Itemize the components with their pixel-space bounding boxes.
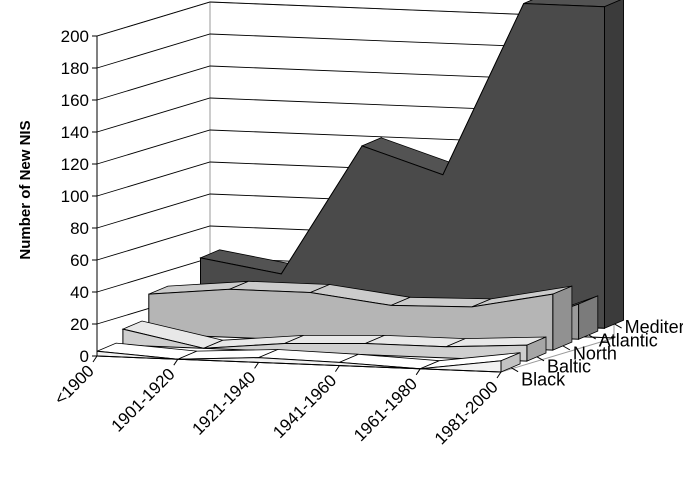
y-tick-label: 180 (61, 59, 89, 78)
y-tick-label: 100 (61, 187, 89, 206)
y-tick-label: 160 (61, 91, 89, 110)
series-front-face (148, 288, 554, 351)
x-tick-label: 1961-1980 (350, 374, 421, 445)
series-tick-mark (562, 345, 571, 351)
series-tick-mark (614, 323, 622, 329)
series-label-mediterranean: Mediterranean (625, 317, 683, 337)
series-end-cap (578, 295, 599, 340)
x-axis: <1900 1901-1920 1921-1940 1941-1960 1961-198… (51, 355, 502, 448)
x-tick-mark (334, 365, 340, 372)
series-label-north: North (573, 343, 617, 363)
y-axis-title: Number of New NIS (17, 120, 34, 259)
x-tick-label: 1981-2000 (431, 377, 502, 448)
series-labels: BlackBalticNorthAtlanticMediterranean (510, 317, 683, 390)
series-label-baltic: Baltic (547, 357, 591, 377)
x-tick-mark (496, 371, 502, 379)
series-front-face (200, 2, 605, 329)
y-tick-label: 80 (70, 219, 89, 238)
gridline (96, 1, 615, 37)
series-ribbons (96, 0, 624, 373)
series-front-face (96, 350, 502, 373)
x-tick-label: 1921-1940 (188, 368, 259, 439)
series-label-atlantic: Atlantic (599, 330, 658, 350)
x-axis-line (96, 355, 502, 373)
series-ribbon-mediterranean (199, 0, 624, 329)
x-tick-mark (254, 362, 260, 369)
x-tick-mark (92, 355, 98, 363)
gridline (96, 65, 615, 101)
y-tick-label: 40 (70, 283, 89, 302)
x-tick-mark (173, 358, 179, 366)
series-end-cap (552, 285, 573, 351)
y-tick-label: 60 (70, 251, 89, 270)
series-label-black: Black (521, 370, 566, 390)
series-tick-mark (510, 367, 519, 373)
series-tick-mark (536, 356, 545, 362)
x-tick-label: 1901-1920 (108, 365, 179, 436)
y-tick-label: 120 (61, 155, 89, 174)
series-end-cap (604, 0, 624, 329)
y-tick-label: 0 (80, 347, 89, 366)
y-tick-label: 200 (61, 27, 89, 46)
y-axis: 0 20 40 60 80 100 120 140 160 180 200 (61, 27, 98, 366)
y-tick-label: 140 (61, 123, 89, 142)
x-tick-label: 1941-1960 (269, 371, 340, 442)
series-ribbon-baltic (121, 320, 547, 362)
series-ribbon-black (96, 342, 521, 373)
series-ribbon-north (148, 280, 573, 351)
series-front-face (122, 328, 528, 362)
series-tick-mark (588, 334, 596, 340)
x-tick-label: <1900 (51, 361, 98, 408)
x-tick-mark (415, 368, 421, 376)
y-tick-label: 20 (70, 315, 89, 334)
gridline (96, 33, 615, 69)
